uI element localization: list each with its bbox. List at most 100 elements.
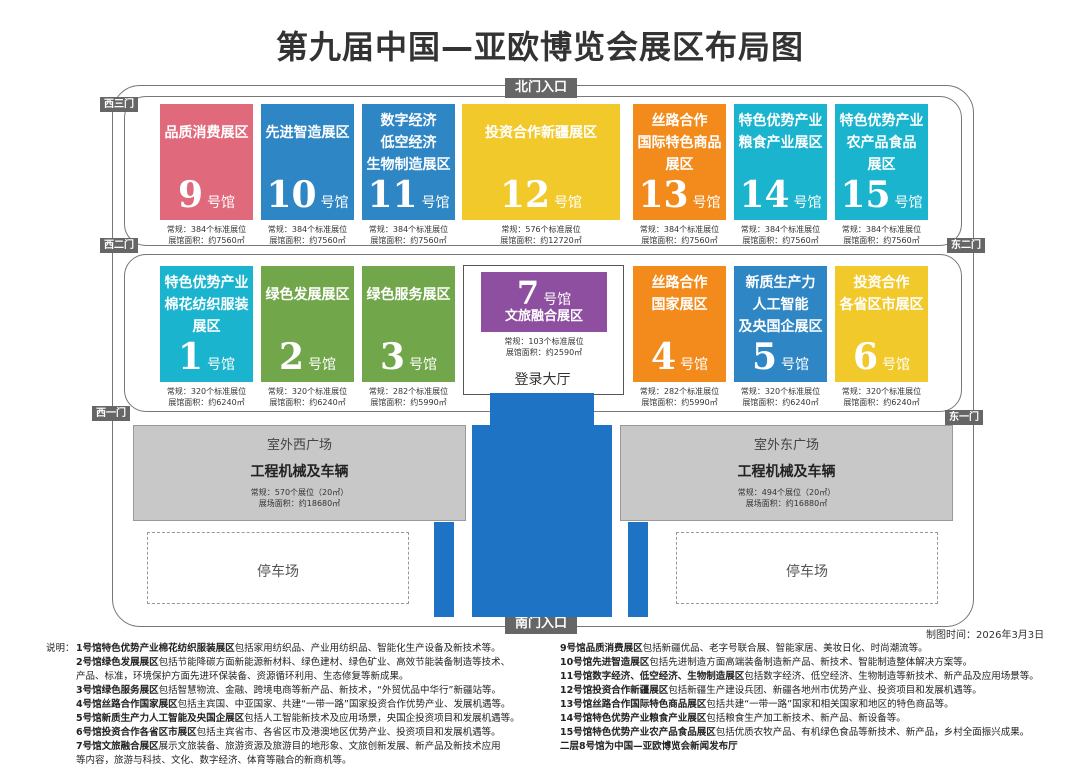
main-corridor [490, 393, 594, 425]
legend-item: 11号馆数字经济、低空经济、生物制造展区包括数字经济、低空经济、生物制造等新技术… [560, 670, 1075, 684]
hall-11[interactable]: 数字经济 低空经济 生物制造展区 11 号馆 [362, 104, 455, 220]
hall-1-number: 1 [177, 336, 204, 378]
legend-label: 说明： [46, 643, 75, 654]
hall-7-name: 文旅融合展区 [504, 309, 583, 324]
hall-12[interactable]: 投资合作新疆展区 12 号馆 [462, 104, 620, 220]
hall-4-area: 展馆面积：约5990㎡ [641, 398, 718, 407]
hall-15-area: 展馆面积：约7560㎡ [843, 236, 920, 245]
hall-4-name-line: 丝路合作 [651, 275, 708, 291]
legend-item-title: 12号馆投资合作新疆展区 [560, 685, 669, 696]
legend-item-title: 10号馆先进智造展区 [560, 657, 650, 668]
east-parking[interactable]: 停车场 [676, 532, 938, 604]
legend-item: 14号馆特色优势产业粮食产业展区包括粮食生产加工新技术、新产品、新设备等。 [560, 712, 1075, 726]
page-title: 第九届中国—亚欧博览会展区布局图 [275, 28, 804, 66]
legend-item: 6号馆投资合作各省区市展区包括主宾省市、各省区市及港澳地区优势产业、投资项目和发… [76, 726, 550, 740]
legend-item-text: 包括人工智能新技术及应用场景，央国企投资项目和发展机遇等。 [244, 713, 520, 724]
hall-14[interactable]: 特色优势产业 粮食产业展区 14 号馆 [734, 104, 827, 220]
hall-3[interactable]: 绿色服务展区 3 号馆 [362, 266, 455, 382]
west-plaza-area: 展场面积：约18680㎡ [258, 499, 341, 508]
legend-item-title: 4号馆丝路合作国家展区 [76, 699, 178, 710]
hall-9-label: 号馆 [207, 195, 236, 211]
hall-7-booths: 常规：103个标准展位 [504, 337, 584, 346]
hall-10-area: 展馆面积：约7560㎡ [269, 236, 346, 245]
hall-10-booths: 常规：384个标准展位 [267, 225, 348, 234]
hall-4[interactable]: 丝路合作 国家展区 4 号馆 [633, 266, 726, 382]
hall-11-number: 11 [367, 174, 418, 216]
hall-14-area: 展馆面积：约7560㎡ [742, 236, 819, 245]
east-gate-2: 东二门 [947, 238, 985, 253]
hall-15-name-line: 特色优势产业 [839, 113, 924, 129]
west-plaza[interactable]: 室外西广场 工程机械及车辆 常规：570个展位（20㎡） 展场面积：约18680… [133, 425, 466, 521]
hall-14-name-line: 特色优势产业 [738, 113, 823, 129]
east-plaza-name: 工程机械及车辆 [737, 464, 836, 480]
hall-9-number: 9 [177, 174, 204, 216]
hall-11-name-line: 生物制造展区 [366, 157, 451, 173]
east-plaza-area: 展场面积：约16880㎡ [745, 499, 828, 508]
legend-item-text: 包括节能降碳方面新能源新材料、绿色建材、绿色矿业、高效节能装备制造等技术、 [158, 657, 511, 668]
hall-3-number: 3 [379, 336, 406, 378]
hall-2-label: 号馆 [308, 357, 337, 373]
legend-item-text: 包括主宾国、中亚国家、共建“一带一路”国家投资合作优势产业、发展机遇等。 [177, 699, 511, 710]
legend-item-title: 2号馆绿色发展展区 [76, 657, 159, 668]
hall-5-area: 展馆面积：约6240㎡ [742, 398, 819, 407]
hall-14-booths: 常规：384个标准展位 [740, 225, 821, 234]
hall-12-booths: 常规：576个标准展位 [501, 225, 581, 234]
legend-item-text: 包括智慧物流、金融、跨境电商等新产品、新技术，“外贸优品中华行”新疆站等。 [158, 685, 501, 696]
east-plaza-title: 室外东广场 [753, 438, 819, 453]
hall-1-label: 号馆 [207, 357, 236, 373]
hall-5[interactable]: 新质生产力 人工智能 及央国企展区 5 号馆 [734, 266, 827, 382]
hall-15-number: 15 [840, 174, 891, 216]
legend-item-title: 1号馆特色优势产业棉花纺织服装展区 [76, 643, 235, 654]
hall-13[interactable]: 丝路合作 国际特色商品 展区 13 号馆 [633, 104, 726, 220]
hall-9-area: 展馆面积：约7560㎡ [168, 236, 245, 245]
west-parking[interactable]: 停车场 [147, 532, 409, 604]
hall-10-name-line: 先进智造展区 [265, 125, 350, 141]
hall-5-booths: 常规：320个标准展位 [740, 387, 821, 396]
west-gate-3: 西三门 [100, 97, 138, 112]
hall-11-booths: 常规：384个标准展位 [368, 225, 449, 234]
legend-item-title: 14号馆特色优势产业粮食产业展区 [560, 713, 707, 724]
legend-item-text: 包括新疆生产建设兵团、新疆各地州市优势产业、投资项目和发展机遇等。 [668, 685, 982, 696]
legend-item-text: 等内容，旅游与科技、文化、数字经济、体育等融合的新商机等。 [76, 755, 352, 766]
hall-12-area: 展馆面积：约12720㎡ [500, 236, 582, 245]
hall-7-number: 7 [516, 274, 540, 312]
legend-item-text: 包括新疆优品、老字号联合展、智能家居、美妆日化、时尚潮流等。 [642, 643, 928, 654]
hall-1[interactable]: 特色优势产业 棉花纺织服装 展区 1 号馆 [160, 266, 253, 382]
hall-13-number: 13 [638, 174, 689, 216]
east-plaza[interactable]: 室外东广场 工程机械及车辆 常规：494个展位（20㎡） 展场面积：约16880… [620, 425, 953, 521]
hall-13-name-line: 展区 [665, 157, 694, 173]
legend-right: 9号馆品质消费展区包括新疆优品、老字号联合展、智能家居、美妆日化、时尚潮流等。 1… [560, 642, 1075, 754]
hall-4-name-line: 国家展区 [651, 297, 708, 313]
hall-12-number: 12 [499, 174, 551, 216]
hall-1-name-line: 特色优势产业 [164, 275, 249, 291]
hall-7[interactable]: 7 号馆 文旅融合展区 [481, 272, 607, 332]
hall-3-label: 号馆 [409, 357, 438, 373]
hall-12-name-line: 投资合作新疆展区 [485, 125, 597, 141]
hall-15[interactable]: 特色优势产业 农产品食品 展区 15 号馆 [835, 104, 928, 220]
legend-item-title: 5号馆新质生产力人工智能及央国企展区 [76, 713, 245, 724]
hall-2[interactable]: 绿色发展展区 2 号馆 [261, 266, 354, 382]
hall-9-booths: 常规：384个标准展位 [166, 225, 247, 234]
hall-6-number: 6 [852, 336, 879, 378]
hall-10[interactable]: 先进智造展区 10 号馆 [261, 104, 354, 220]
hall-14-name-line: 粮食产业展区 [738, 135, 823, 151]
legend-item-text: 产品、标准，环境保护方面先进环保装备、资源循环利用、生态修复等新成果。 [76, 671, 409, 682]
hall-1-name-line: 展区 [192, 319, 221, 335]
hall-6-name-line: 投资合作 [853, 275, 910, 291]
legend-item-text: 包括数字经济、低空经济、生物制造等新技术、新产品及应用场景等。 [744, 671, 1039, 682]
hall-13-name-line: 丝路合作 [651, 113, 708, 129]
west-plaza-name: 工程机械及车辆 [250, 464, 349, 480]
hall-1-name-line: 棉花纺织服装 [164, 297, 249, 313]
legend-item-title: 二层8号馆为中国—亚欧博览会新闻发布厅 [560, 741, 738, 752]
hall-13-booths: 常规：384个标准展位 [639, 225, 720, 234]
hall-11-name-line: 低空经济 [380, 135, 437, 151]
west-plaza-booths: 常规：570个展位（20㎡） [250, 488, 349, 497]
legend-item-title: 7号馆文旅融合展区 [76, 741, 159, 752]
hall-2-booths: 常规：320个标准展位 [267, 387, 348, 396]
hall-9[interactable]: 品质消费展区 9 号馆 [160, 104, 253, 220]
hall-6[interactable]: 投资合作 各省区市展区 6 号馆 [835, 266, 928, 382]
hall-15-name-line: 农产品食品 [846, 135, 917, 151]
hall-6-booths: 常规：320个标准展位 [841, 387, 922, 396]
map-date: 制图时间：2026年3月3日 [926, 630, 1045, 641]
hall-2-number: 2 [278, 336, 305, 378]
